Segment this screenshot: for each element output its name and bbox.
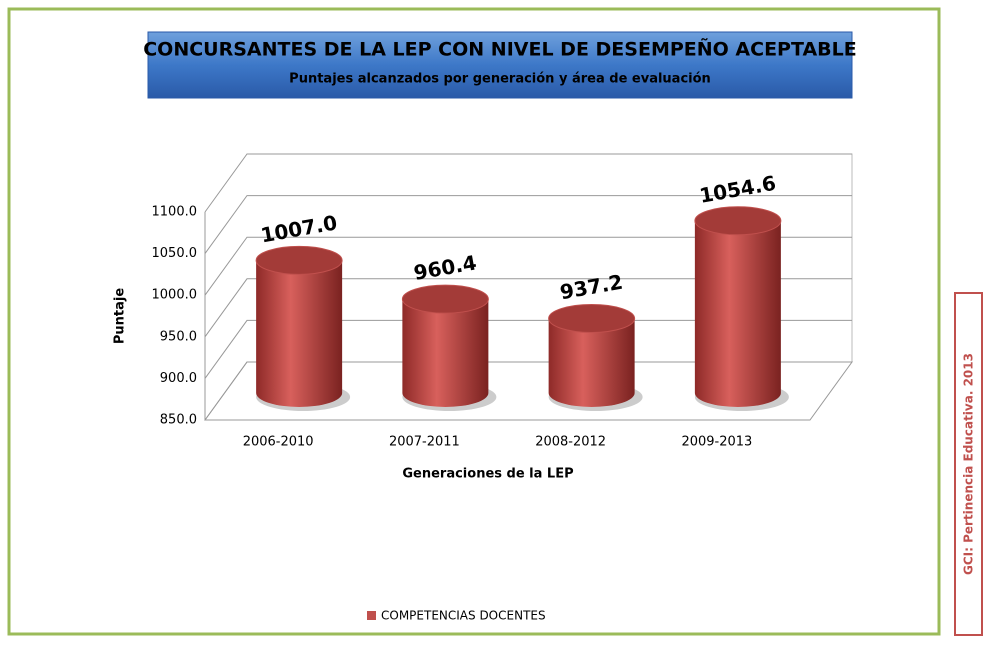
y-tick-label: 900.0 (160, 371, 197, 386)
x-axis-label: Generaciones de la LEP (402, 467, 573, 482)
bar (694, 220, 781, 408)
grid-line (204, 361, 852, 421)
bar (402, 299, 489, 408)
bar (548, 318, 635, 408)
y-tick-label: 1050.0 (152, 246, 198, 261)
legend-swatch (367, 611, 376, 620)
grid-line (204, 195, 852, 254)
grid-line (204, 236, 852, 296)
x-tick-label: 2009-2013 (681, 435, 752, 450)
x-tick-label: 2008-2012 (535, 435, 606, 450)
y-tick-label: 950.0 (160, 329, 197, 344)
bar-top (548, 303, 636, 333)
y-tick-label: 1000.0 (152, 288, 198, 303)
x-tick-label: 2006-2010 (243, 435, 314, 450)
bar-top (694, 206, 782, 236)
legend-label: COMPETENCIAS DOCENTES (381, 609, 546, 623)
y-tick-label: 850.0 (160, 413, 197, 428)
annotation-box (954, 292, 983, 636)
bar (256, 260, 343, 408)
y-axis-label: Puntaje (113, 288, 128, 344)
grid-line (204, 278, 852, 338)
chart-subtitle: Puntajes alcanzados por generación y áre… (289, 72, 711, 87)
grid-line (204, 153, 852, 213)
x-tick-label: 2007-2011 (389, 435, 460, 450)
y-tick-label: 1100.0 (152, 205, 198, 220)
annotation: GCI: Pertinencia Educativa. 2013 (962, 353, 976, 575)
grid-line (204, 319, 852, 379)
bar-top (255, 245, 343, 275)
chart-title: CONCURSANTES DE LA LEP CON NIVEL DE DESE… (143, 37, 857, 61)
bar-top (401, 284, 489, 314)
title-box (147, 31, 853, 99)
